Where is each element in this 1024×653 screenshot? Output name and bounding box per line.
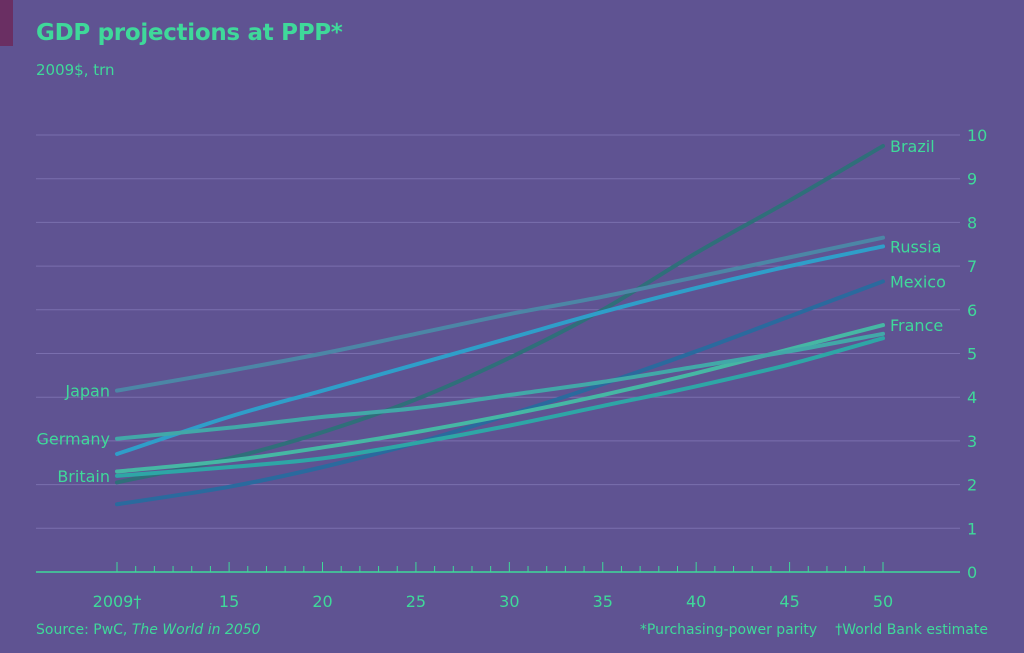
series-label-russia: Russia (890, 237, 941, 256)
series-labels: Brazil Russia Mexico France Japan Germany Brit… (36, 137, 945, 486)
series-label-mexico: Mexico (890, 272, 946, 291)
x-tick-label: 30 (499, 592, 519, 611)
x-axis-tick-labels: 2009† 15 20 25 30 35 40 45 50 (93, 592, 894, 611)
source-note: Source: PwC, The World in 2050 (36, 622, 261, 638)
chart-title: GDP projections at PPP* (36, 20, 343, 46)
x-axis (36, 562, 960, 573)
x-tick-label: 35 (593, 592, 613, 611)
series-line-brazil (115, 143, 885, 485)
y-tick-label: 4 (967, 388, 977, 407)
series-line-germany (115, 331, 885, 441)
accent-tab (0, 0, 13, 46)
source-prefix: Source: PwC, (36, 622, 132, 638)
series-label-germany: Germany (36, 430, 110, 449)
y-tick-label: 7 (967, 257, 977, 276)
y-tick-label: 10 (967, 126, 987, 145)
chart-subtitle: 2009$, trn (36, 61, 115, 79)
y-tick-label: 1 (967, 519, 977, 538)
source-title: The World in 2050 (131, 622, 261, 638)
y-tick-label: 6 (967, 301, 977, 320)
y-tick-label: 3 (967, 432, 977, 451)
y-tick-label: 2 (967, 476, 977, 495)
x-tick-label: 45 (779, 592, 799, 611)
series-line-russia (115, 244, 885, 457)
footnotes: *Purchasing-power parity †World Bank esti… (640, 622, 988, 638)
x-tick-label: 2009† (93, 592, 142, 611)
series-label-france: France (890, 316, 943, 335)
y-tick-label: 9 (967, 170, 977, 189)
series-label-brazil: Brazil (890, 137, 935, 156)
series-label-japan: Japan (64, 382, 110, 401)
y-tick-label: 0 (967, 563, 977, 582)
series-line-britain (115, 336, 885, 478)
x-tick-label: 40 (686, 592, 706, 611)
y-tick-label: 8 (967, 213, 977, 232)
y-tick-label: 5 (967, 345, 977, 364)
x-tick-label: 50 (873, 592, 893, 611)
y-axis-tick-labels: 0 1 2 3 4 5 6 7 8 9 10 (967, 126, 987, 582)
x-tick-label: 15 (219, 592, 239, 611)
x-tick-label: 25 (406, 592, 426, 611)
x-tick-label: 20 (312, 592, 332, 611)
footnote-world-bank: †World Bank estimate (835, 622, 988, 638)
series-label-britain: Britain (57, 467, 110, 486)
footnote-ppp: *Purchasing-power parity (639, 622, 818, 638)
series-line-japan (115, 235, 885, 393)
series-lines (115, 143, 885, 507)
